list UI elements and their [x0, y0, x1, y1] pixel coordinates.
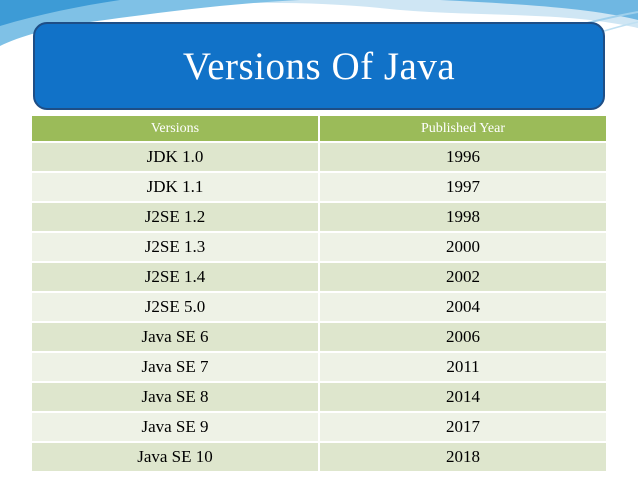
table-row: Java SE 7 2011: [32, 351, 606, 382]
version-cell: J2SE 1.2: [32, 201, 320, 232]
version-cell: J2SE 5.0: [32, 291, 320, 322]
version-cell: J2SE 1.4: [32, 261, 320, 292]
year-cell: 2011: [319, 351, 606, 382]
table-row: J2SE 1.2 1998: [32, 201, 606, 232]
table-header-row: Versions Published Year: [32, 116, 606, 142]
table-row: J2SE 5.0 2004: [32, 291, 606, 322]
table-row: Java SE 6 2006: [32, 321, 606, 352]
version-cell: J2SE 1.3: [32, 231, 320, 262]
slide-title: Versions Of Java: [182, 44, 456, 88]
year-cell: 2018: [319, 441, 606, 471]
version-cell: JDK 1.1: [32, 171, 320, 202]
year-cell: 2002: [319, 261, 606, 292]
title-banner: Versions Of Java: [33, 22, 605, 110]
year-cell: 2017: [319, 411, 606, 442]
header-published-year: Published Year: [319, 116, 606, 142]
version-cell: Java SE 8: [32, 381, 320, 412]
year-cell: 2000: [319, 231, 606, 262]
versions-table: Versions Published Year JDK 1.0 1996 JDK…: [32, 116, 606, 471]
version-cell: JDK 1.0: [32, 141, 320, 172]
year-cell: 2006: [319, 321, 606, 352]
table-row: Java SE 9 2017: [32, 411, 606, 442]
table-row: Java SE 8 2014: [32, 381, 606, 412]
year-cell: 2004: [319, 291, 606, 322]
table-row: JDK 1.1 1997: [32, 171, 606, 202]
version-cell: Java SE 9: [32, 411, 320, 442]
version-cell: Java SE 6: [32, 321, 320, 352]
year-cell: 1997: [319, 171, 606, 202]
header-versions: Versions: [32, 116, 320, 142]
table-row: JDK 1.0 1996: [32, 141, 606, 172]
year-cell: 2014: [319, 381, 606, 412]
table-row: J2SE 1.3 2000: [32, 231, 606, 262]
year-cell: 1996: [319, 141, 606, 172]
table-row: Java SE 10 2018: [32, 441, 606, 471]
table-row: J2SE 1.4 2002: [32, 261, 606, 292]
version-cell: Java SE 10: [32, 441, 320, 471]
version-cell: Java SE 7: [32, 351, 320, 382]
year-cell: 1998: [319, 201, 606, 232]
